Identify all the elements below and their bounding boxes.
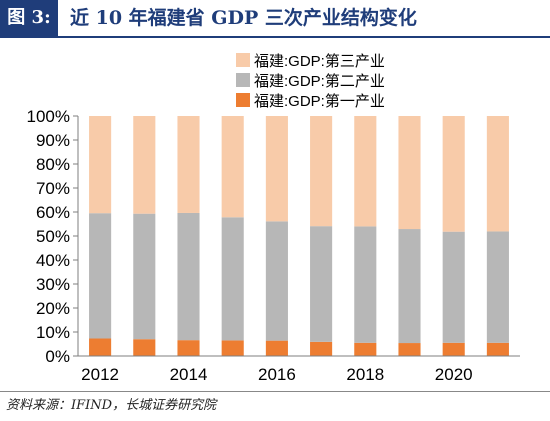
bar-2019-s1 [398,343,421,356]
y-tick-label: 0% [45,347,70,366]
bar-2012-s2 [89,213,112,339]
y-tick-label: 60% [36,203,70,222]
bar-2017-s1 [310,341,333,356]
bar-2017-s2 [310,226,333,342]
bar-2016-s3 [265,116,288,222]
legend-label: 福建:GDP:第三产业 [254,52,385,70]
y-tick-label: 100% [27,107,70,126]
bar-2019-s2 [398,229,421,344]
bar-2021-s3 [486,116,509,232]
bar-2013-s3 [133,116,156,214]
bar-2013-s2 [133,213,156,340]
x-tick-label: 2012 [81,365,119,384]
bar-2021-s2 [486,231,509,343]
figure-title: 近 10 年福建省 GDP 三次产业结构变化 [70,7,417,29]
stacked-bar-chart: 0%10%20%30%40%50%60%70%80%90%100% 2012 20… [27,52,520,384]
bar-2020-s2 [442,231,465,343]
legend-swatch [236,93,250,107]
legend-swatch [236,53,250,67]
bar-2012-s3 [89,116,112,214]
y-tick-label: 20% [36,299,70,318]
x-axis: 2012 2014 2016 2018 2020 [78,355,520,384]
y-tick-label: 90% [36,131,70,150]
bar-2015-s3 [221,116,244,218]
bar-2021-s1 [486,342,509,356]
bar-2015-s2 [221,217,244,341]
bar-2014-s2 [177,212,200,341]
figure-label: 图 3: [0,0,58,36]
source-note: 资料来源：IFIND，长城证券研究院 [6,398,217,413]
source-divider [0,391,550,392]
bar-2014-s3 [177,116,200,213]
x-tick-label: 2016 [258,365,296,384]
bar-2013-s1 [133,339,156,356]
legend-label: 福建:GDP:第二产业 [254,72,385,90]
bar-2020-s1 [442,342,465,356]
y-tick-label: 50% [36,227,70,246]
bars-layer [89,116,509,356]
bar-2016-s1 [265,340,288,356]
y-tick-label: 30% [36,275,70,294]
bar-2020-s3 [442,116,465,232]
bar-2019-s3 [398,116,421,230]
bar-2018-s3 [354,116,377,227]
y-axis: 0% 10% 20% 30% 40% 50% 60% 70% 80% 90% 100% [27,107,79,366]
bar-2014-s1 [177,340,200,356]
bar-2018-s2 [354,226,377,343]
bar-2015-s1 [221,340,244,356]
bar-2012-s1 [89,338,112,356]
x-tick-label: 2020 [435,365,473,384]
figure-title-bar: 图 3: 近 10 年福建省 GDP 三次产业结构变化 [0,0,550,38]
y-tick-label: 80% [36,155,70,174]
legend-label: 福建:GDP:第一产业 [254,92,385,110]
bar-2018-s1 [354,342,377,356]
y-tick-label: 70% [36,179,70,198]
bar-2017-s3 [310,116,333,227]
legend-swatch [236,73,250,87]
x-tick-label: 2014 [170,365,208,384]
x-tick-label: 2018 [346,365,384,384]
y-tick-label: 10% [36,323,70,342]
y-tick-label: 40% [36,251,70,270]
bar-2016-s2 [265,221,288,341]
